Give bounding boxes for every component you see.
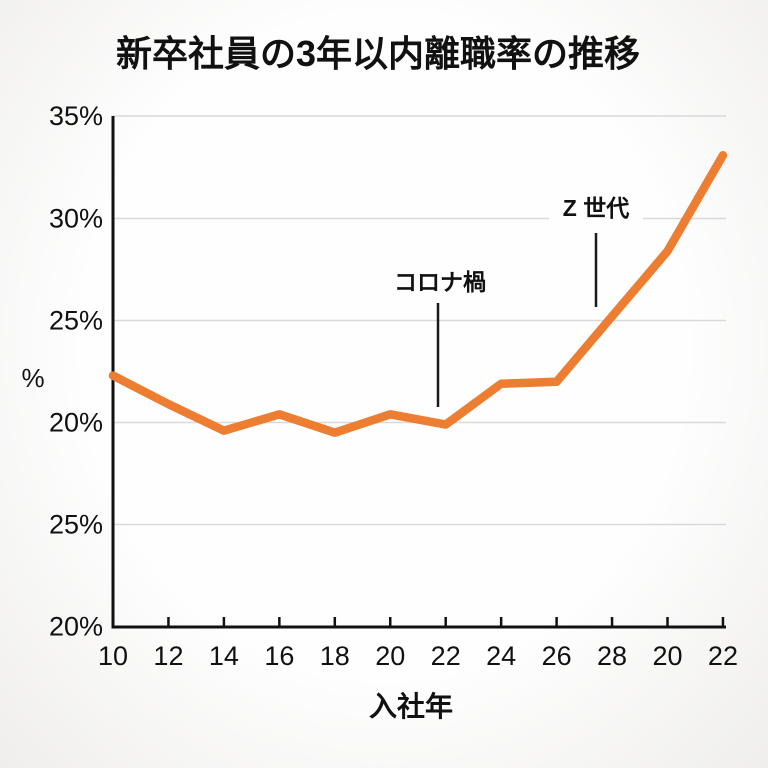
series-line-group <box>108 151 728 437</box>
x-tick-label: 22 <box>431 641 461 671</box>
x-tick-label: 20 <box>652 641 682 671</box>
annotation-label-background <box>549 194 643 223</box>
y-tick-label: 25% <box>49 510 103 540</box>
turnover-rate-line <box>108 151 728 437</box>
x-tick-label: 10 <box>98 641 128 671</box>
gridlines <box>113 115 726 526</box>
y-axis-tick-labels: 35% 30% 25% 20% 25% 20% <box>49 101 103 642</box>
y-tick-label: 25% <box>49 306 103 336</box>
annotations: コロナ楇 Z 世代 <box>393 194 643 407</box>
x-tick-label: 12 <box>153 641 183 671</box>
annotation-label-background <box>393 268 487 297</box>
x-tick-label: 20 <box>375 641 405 671</box>
x-tick-label: 28 <box>597 641 627 671</box>
chart-title: 新卒社員の3年以内離職率の推移 <box>116 33 640 74</box>
x-axis-ticks <box>167 617 725 627</box>
x-tick-label: 24 <box>486 641 516 671</box>
x-tick-label: 16 <box>264 641 294 671</box>
annotation-label: Z 世代 <box>563 195 629 221</box>
x-axis-title: 入社年 <box>369 690 453 722</box>
y-tick-label: 35% <box>49 101 103 131</box>
x-tick-label: 14 <box>209 641 239 671</box>
y-tick-label: 20% <box>49 612 103 642</box>
y-tick-label: 30% <box>49 204 103 234</box>
x-tick-label: 22 <box>708 641 738 671</box>
y-axis-unit-label: % <box>21 363 44 393</box>
axis-lines <box>111 116 726 629</box>
x-axis-tick-labels: 10 12 14 16 18 20 22 24 26 28 20 22 <box>98 641 738 671</box>
x-tick-label: 18 <box>320 641 350 671</box>
annotation-label: コロナ楇 <box>394 269 486 295</box>
axes <box>111 116 726 629</box>
y-tick-label: 20% <box>49 408 103 438</box>
x-tick-label: 26 <box>542 641 572 671</box>
